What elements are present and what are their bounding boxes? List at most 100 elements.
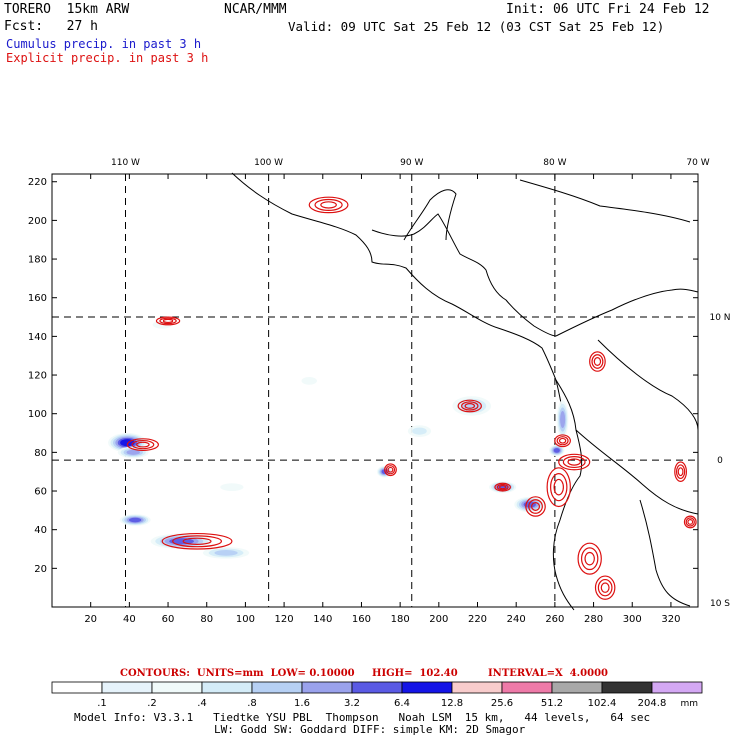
x-tick-label: 200 [429, 614, 448, 625]
colorbar-label: 204.8 [638, 698, 667, 709]
lat-label: 0 [717, 456, 723, 466]
lat-label: 10 S [710, 599, 730, 609]
colorbar-label: 25.6 [491, 698, 513, 709]
explicit-contour [308, 196, 349, 214]
explicit-cell [161, 532, 233, 550]
explicit-contour [589, 351, 606, 372]
init-label: Init: 06 UTC Fri 24 Feb 12 [506, 2, 710, 17]
colorbar-swatch [251, 681, 303, 694]
explicit-cell [494, 482, 511, 492]
colorbar-swatch [401, 681, 453, 694]
explicit-contour [136, 441, 150, 448]
explicit-contour [594, 575, 616, 600]
colorbar-label: 102.4 [588, 698, 617, 709]
coastline-yucatan [403, 189, 457, 241]
explicit-contour [553, 478, 564, 496]
explicit-cell [384, 463, 397, 477]
explicit-cell [457, 399, 482, 413]
x-tick-label: 240 [507, 614, 526, 625]
explicit-contour [597, 578, 613, 597]
explicit-contour [550, 473, 568, 502]
explicit-cell [594, 575, 616, 600]
border-ecuador-peru [575, 429, 699, 515]
colorbar-label: .8 [247, 698, 257, 709]
cumulus-contour [214, 549, 238, 556]
lon-label: 90 W [400, 158, 423, 168]
explicit-cell [683, 515, 697, 529]
coastline-outlines [231, 172, 699, 611]
explicit-contour [675, 464, 686, 480]
y-tick-label: 80 [34, 448, 47, 459]
y-tick-label: 220 [28, 177, 47, 188]
model-info-line-1: Model Info: V3.3.1 Tiedtke YSU PBL Thomp… [74, 711, 651, 724]
explicit-contour [558, 437, 567, 444]
explicit-contour [384, 463, 397, 477]
cumulus-contour [553, 448, 560, 453]
x-tick-label: 280 [584, 614, 603, 625]
explicit-contour [600, 582, 610, 593]
explicit-contour [554, 434, 571, 448]
x-tick-label: 80 [200, 614, 213, 625]
explicit-precip-layer [126, 196, 697, 600]
explicit-cell [577, 542, 602, 575]
explicit-contour [677, 467, 684, 477]
colorbar-label: 6.4 [394, 698, 410, 709]
colorbar-label: 51.2 [541, 698, 563, 709]
x-tick-label: 100 [236, 614, 255, 625]
colorbar-swatch [351, 681, 403, 694]
cumulus-cell [202, 547, 250, 559]
x-tick-label: 120 [275, 614, 294, 625]
cumulus-contour [128, 517, 142, 523]
colorbar-label: .4 [197, 698, 207, 709]
colorbar-swatch [551, 681, 603, 694]
explicit-contour [685, 517, 695, 527]
model-label: TORERO 15km ARW [4, 2, 130, 17]
cumulus-cell [514, 496, 546, 513]
explicit-cell [558, 453, 591, 471]
explicit-contour [567, 458, 582, 466]
explicit-contour [496, 483, 509, 491]
colorbar-swatch [451, 681, 503, 694]
y-tick-label: 40 [34, 525, 47, 536]
y-tick-label: 120 [28, 371, 47, 382]
x-tick-label: 220 [468, 614, 487, 625]
valid-label: Valid: 09 UTC Sat 25 Feb 12 (03 CST Sat … [288, 19, 665, 34]
explicit-contour [126, 438, 159, 452]
x-tick-label: 60 [162, 614, 175, 625]
y-tick-label: 60 [34, 487, 47, 498]
colorbar-label: 12.8 [441, 698, 463, 709]
y-tick-label: 140 [28, 332, 47, 343]
explicit-contour [385, 465, 396, 475]
y-tick-label: 180 [28, 255, 47, 266]
explicit-contour [498, 485, 507, 490]
colorbar-swatch [151, 681, 203, 694]
lat-label: 10 N [709, 313, 730, 323]
explicit-contour [577, 542, 602, 575]
y-tick-label: 20 [34, 564, 47, 575]
coastline-panama [555, 288, 699, 337]
explicit-contour [584, 551, 595, 566]
cumulus-cell [119, 514, 151, 526]
cumulus-contour [301, 376, 317, 385]
colorbar-caption-interval: INTERVAL=X 4.0000 [488, 668, 608, 679]
explicit-contour [562, 456, 586, 469]
explicit-contour [457, 399, 482, 413]
cumulus-contour [126, 449, 141, 455]
explicit-cell [155, 316, 181, 326]
colorbar-swatch [51, 681, 103, 694]
cumulus-contour [169, 538, 194, 545]
lon-label: 70 W [686, 158, 709, 168]
explicit-cell [308, 196, 349, 214]
colorbar-caption-high: HIGH= 102.40 [372, 668, 458, 679]
x-tick-label: 40 [123, 614, 136, 625]
x-tick-label: 180 [391, 614, 410, 625]
explicit-contour [494, 482, 511, 492]
colorbar-swatch [651, 681, 703, 694]
cumulus-precip-layer [108, 320, 569, 559]
colorbar-label: 3.2 [344, 698, 360, 709]
x-tick-label: 20 [84, 614, 97, 625]
explicit-contour [314, 198, 343, 211]
border-peru-brazil [639, 499, 691, 607]
explicit-contour [387, 466, 394, 473]
colorbar-swatch [101, 681, 153, 694]
